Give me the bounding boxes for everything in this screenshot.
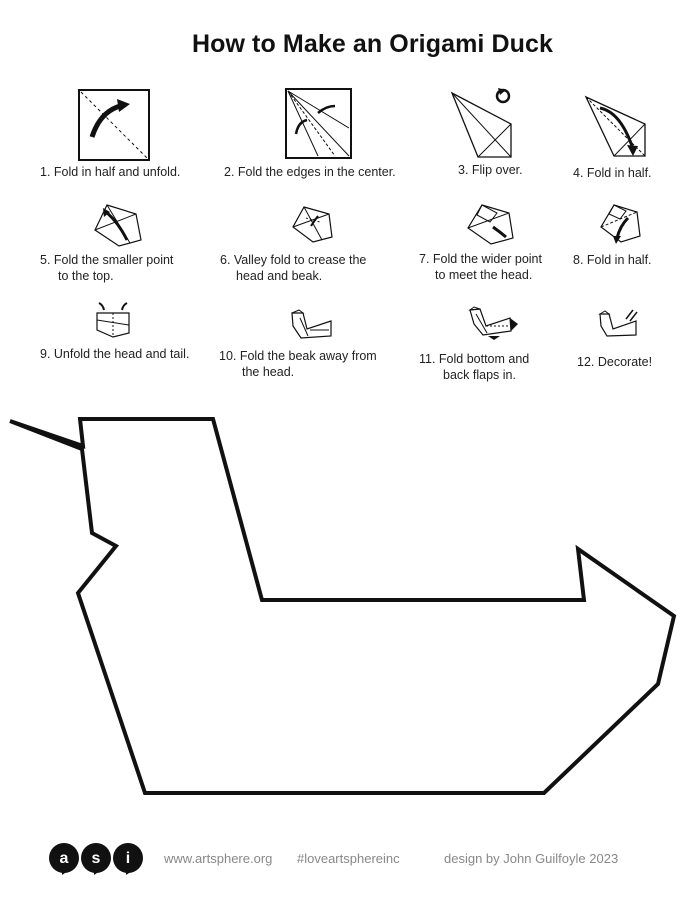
step-5-caption-line1: 5. Fold the smaller point — [40, 253, 174, 267]
website-link[interactable]: www.artsphere.org — [164, 851, 273, 866]
logo-letter-i: i — [126, 850, 130, 867]
hashtag-text: #loveartsphereinc — [297, 851, 400, 866]
step-9-caption: 9. Unfold the head and tail. — [40, 347, 190, 361]
step-4-caption: 4. Fold in half. — [573, 166, 652, 180]
design-credit: design by John Guilfoyle 2023 — [444, 851, 619, 866]
step-3-caption: 3. Flip over. — [458, 163, 523, 177]
step-1-caption: 1. Fold in half and unfold. — [40, 165, 181, 179]
step-8-caption: 8. Fold in half. — [573, 253, 652, 267]
logo-letter-s: s — [92, 850, 101, 867]
step-12-caption: 12. Decorate! — [577, 355, 653, 369]
logo-letter-a: a — [60, 850, 69, 867]
footer: a s i www.artsphere.org #loveartspherein… — [0, 836, 700, 880]
step-5-caption-line2: to the top. — [58, 269, 114, 283]
step-6-caption-line2: head and beak. — [236, 269, 323, 283]
step-7-caption-line1: 7. Fold the wider point — [419, 252, 542, 266]
step-11-caption-line2: back flaps in. — [443, 368, 516, 382]
page-title: How to Make an Origami Duck — [191, 30, 554, 58]
step-7-caption-line2: to meet the head. — [435, 268, 533, 282]
asi-logo: a s i — [48, 841, 144, 875]
step-10-caption-line2: the head. — [242, 365, 295, 379]
step-6-caption-line1: 6. Valley fold to crease the — [220, 253, 367, 267]
step-11-caption-line1: 11. Fold bottom and — [419, 352, 530, 366]
step-2-caption: 2. Fold the edges in the center. — [224, 165, 396, 179]
step-10-caption-line1: 10. Fold the beak away from — [219, 349, 377, 363]
